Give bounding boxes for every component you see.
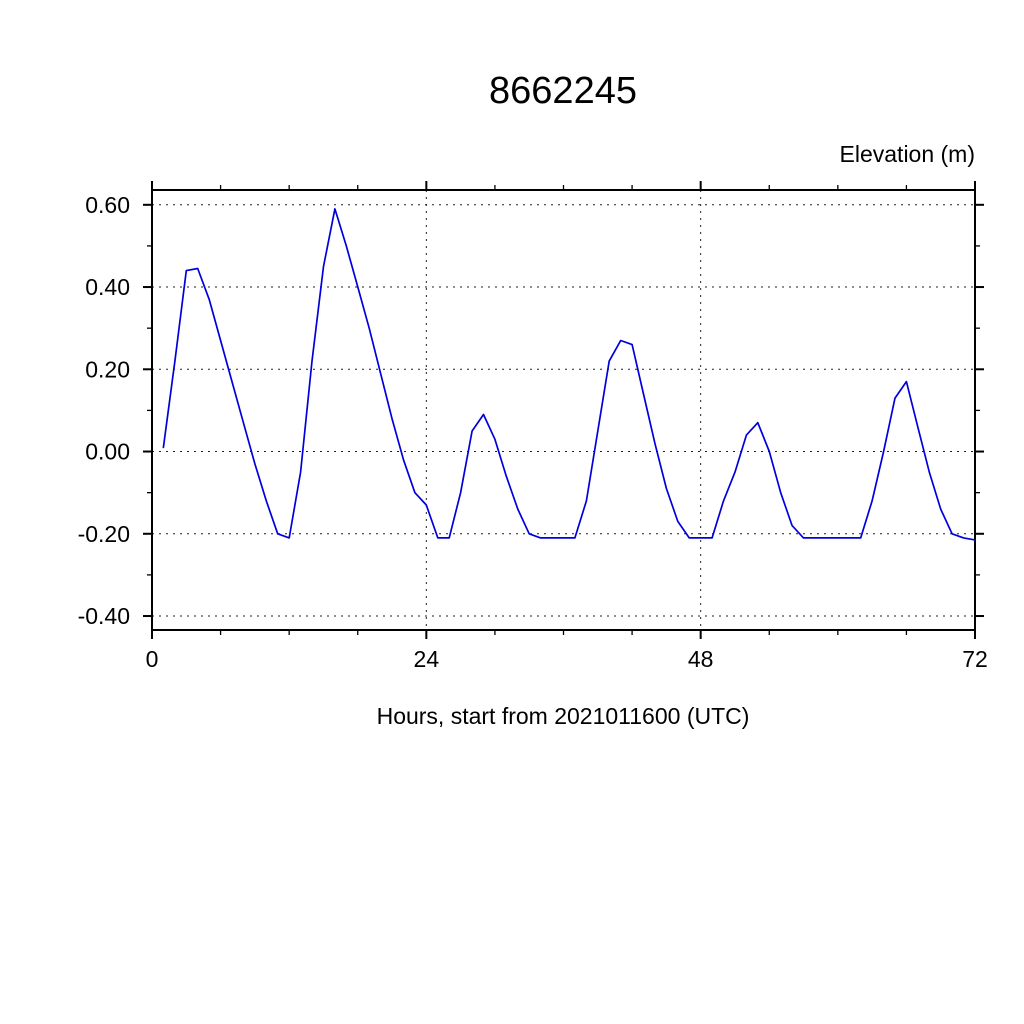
plot-border (151, 189, 976, 631)
x-tick-label: 48 (688, 646, 714, 672)
x-tick-label: 24 (414, 646, 440, 672)
gridlines (152, 190, 975, 630)
tick-labels: 0 24 48 72 0.60 0.40 0.20 0.00 -0.20 -0.40 (78, 192, 988, 672)
y-tick-label: 0.00 (85, 439, 130, 465)
y-tick-label: 0.60 (85, 192, 130, 218)
y-tick-label: 0.20 (85, 356, 130, 382)
x-tick-label: 0 (146, 646, 159, 672)
series-elevation (162, 208, 976, 541)
y-tick-label: -0.40 (78, 603, 130, 629)
chart-title: 8662245 (489, 70, 637, 112)
y-tick-label: 0.40 (85, 274, 130, 300)
x-axis-title: Hours, start from 2021011600 (UTC) (377, 703, 750, 729)
y-tick-label: -0.20 (78, 521, 130, 547)
elevation-line (162, 208, 976, 541)
x-tick-label: 72 (962, 646, 988, 672)
y-axis-title: Elevation (m) (840, 141, 975, 167)
axis-ticks (143, 181, 984, 639)
